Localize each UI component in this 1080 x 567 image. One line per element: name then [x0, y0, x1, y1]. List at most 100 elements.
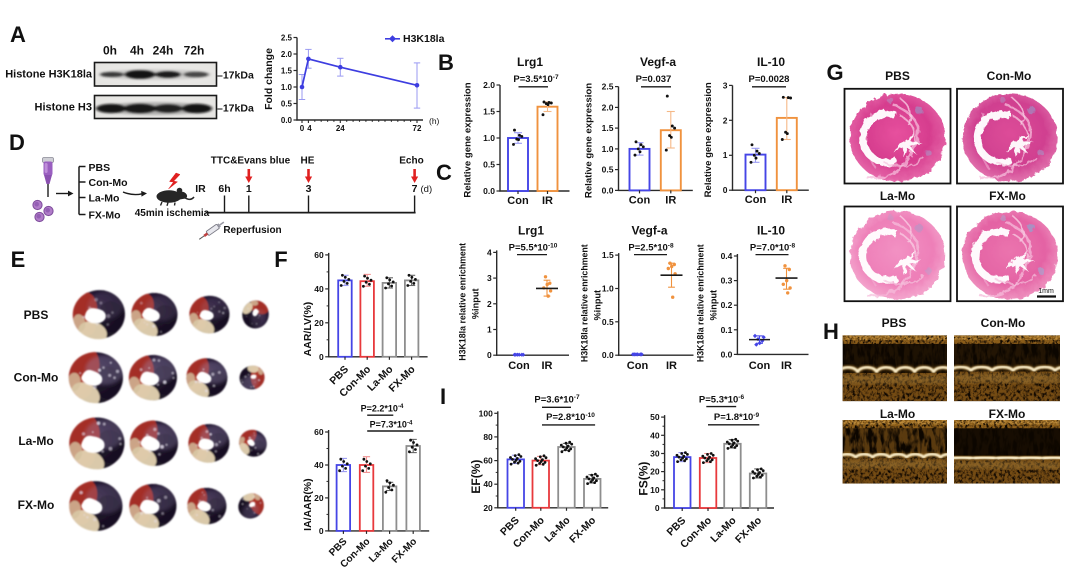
svg-text:50: 50 [650, 412, 660, 422]
svg-text:B: B [438, 50, 454, 75]
svg-text:IR: IR [781, 360, 792, 372]
svg-text:20: 20 [650, 467, 660, 477]
svg-text:4: 4 [487, 247, 492, 257]
svg-text:0.5: 0.5 [602, 317, 614, 327]
svg-text:P=1.8*10-9: P=1.8*10-9 [714, 412, 760, 423]
svg-text:3: 3 [306, 183, 312, 195]
svg-text:3: 3 [723, 80, 728, 90]
svg-text:H: H [823, 319, 839, 344]
svg-text:3: 3 [487, 273, 492, 283]
svg-text:Vegf-a: Vegf-a [631, 224, 667, 238]
svg-text:P=0.037: P=0.037 [636, 74, 672, 85]
svg-text:Relative gene expression: Relative gene expression [463, 82, 474, 197]
svg-text:4: 4 [307, 124, 312, 133]
svg-text:30: 30 [650, 448, 660, 458]
svg-text:IR: IR [781, 194, 792, 206]
svg-text:0.0: 0.0 [721, 349, 733, 359]
svg-text:20: 20 [314, 493, 324, 503]
svg-text:1: 1 [487, 325, 492, 335]
svg-text:Con-Mo: Con-Mo [14, 371, 59, 385]
svg-text:60: 60 [314, 427, 324, 437]
svg-text:–17kDa: –17kDa [217, 103, 254, 115]
svg-text:(h): (h) [429, 116, 440, 126]
svg-text:0.0: 0.0 [281, 116, 293, 125]
svg-text:FX-Mo: FX-Mo [390, 536, 419, 565]
svg-text:0.0: 0.0 [602, 185, 614, 195]
svg-text:HE: HE [301, 156, 315, 167]
svg-text:PBS: PBS [24, 308, 49, 322]
svg-text:%input: %input [471, 288, 481, 319]
svg-text:P=5.5*10-10: P=5.5*10-10 [509, 242, 558, 253]
svg-text:F: F [274, 247, 287, 272]
svg-text:0h: 0h [103, 44, 117, 58]
svg-text:72: 72 [413, 124, 422, 133]
svg-text:FX-Mo: FX-Mo [989, 189, 1026, 203]
svg-text:24h: 24h [153, 44, 174, 58]
svg-text:H3K18la relative enrichment: H3K18la relative enrichment [696, 244, 706, 362]
svg-text:1.5: 1.5 [281, 66, 293, 75]
svg-text:Histone H3: Histone H3 [35, 102, 92, 114]
svg-text:FX-Mo: FX-Mo [18, 498, 55, 512]
svg-text:Con: Con [745, 194, 767, 206]
svg-text:IR: IR [542, 360, 553, 372]
svg-text:P=2.2*10-4: P=2.2*10-4 [361, 403, 404, 413]
svg-text:Histone H3K18la: Histone H3K18la [5, 69, 93, 81]
svg-text:6h: 6h [218, 183, 230, 195]
svg-text:P=7.3*10-4: P=7.3*10-4 [370, 419, 413, 429]
svg-text:0.3: 0.3 [721, 276, 733, 286]
svg-text:0.2: 0.2 [721, 300, 733, 310]
svg-text:10: 10 [650, 485, 660, 495]
svg-text:1mm: 1mm [1038, 288, 1054, 295]
svg-text:IR: IR [665, 194, 676, 206]
svg-text:Echo: Echo [399, 156, 423, 167]
svg-text:Relative gene expression: Relative gene expression [584, 83, 595, 198]
svg-text:2: 2 [723, 115, 728, 125]
svg-text:2.0: 2.0 [281, 50, 293, 59]
svg-text:La-Mo: La-Mo [880, 189, 915, 203]
svg-text:0: 0 [319, 526, 324, 536]
svg-text:Con: Con [749, 360, 771, 372]
svg-text:0.5: 0.5 [602, 165, 614, 175]
svg-text:La-Mo: La-Mo [880, 407, 915, 421]
svg-text:0.5: 0.5 [281, 99, 293, 108]
svg-text:0: 0 [655, 503, 660, 513]
svg-text:20: 20 [314, 318, 324, 328]
svg-text:C: C [436, 160, 452, 185]
svg-text:IR: IR [195, 183, 206, 195]
svg-text:La-Mo: La-Mo [542, 514, 572, 544]
svg-text:Fold change: Fold change [263, 48, 275, 110]
svg-text:0: 0 [319, 352, 324, 362]
svg-text:E: E [11, 247, 26, 272]
svg-text:H3K18la relative enrichment: H3K18la relative enrichment [458, 243, 468, 361]
svg-text:1: 1 [723, 150, 728, 160]
svg-text:IL-10: IL-10 [757, 55, 785, 69]
svg-text:Vegf-a: Vegf-a [640, 55, 676, 69]
svg-text:0: 0 [723, 185, 728, 195]
svg-text:2.5: 2.5 [281, 33, 293, 42]
svg-text:0: 0 [487, 350, 492, 360]
svg-text:La-Mo: La-Mo [18, 434, 53, 448]
svg-text:FX-Mo: FX-Mo [567, 514, 598, 545]
svg-text:1.5: 1.5 [602, 123, 614, 133]
svg-text:Reperfusion: Reperfusion [223, 225, 281, 236]
svg-text:0.0: 0.0 [602, 350, 614, 360]
svg-text:G: G [826, 60, 843, 85]
svg-text:EF(%): EF(%) [469, 460, 483, 494]
svg-text:2.5: 2.5 [602, 82, 614, 92]
svg-text:H3K18la: H3K18la [403, 33, 445, 45]
svg-text:FX-Mo: FX-Mo [89, 210, 121, 222]
svg-text:FX-Mo: FX-Mo [733, 515, 764, 546]
svg-text:IA/AAR(%): IA/AAR(%) [302, 478, 314, 530]
svg-text:Con: Con [507, 195, 529, 207]
svg-text:1: 1 [246, 183, 252, 195]
svg-text:P=0.0028: P=0.0028 [749, 74, 790, 85]
svg-text:0.4: 0.4 [721, 251, 733, 261]
svg-text:Con: Con [627, 360, 649, 372]
svg-text:1.5: 1.5 [483, 107, 495, 117]
svg-text:0.1: 0.1 [721, 325, 733, 335]
svg-text:AAR/LV(%): AAR/LV(%) [302, 302, 314, 357]
svg-text:4h: 4h [130, 44, 144, 58]
svg-text:2.0: 2.0 [483, 80, 495, 90]
svg-text:P=5.3*10-6: P=5.3*10-6 [699, 394, 745, 405]
svg-text:PBS: PBS [89, 162, 111, 174]
